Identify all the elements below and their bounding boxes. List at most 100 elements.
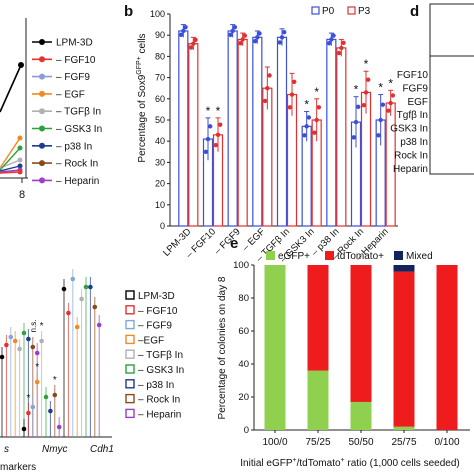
lb-dot-0-5 [21,330,27,336]
dot-b-0-3-0 [252,38,258,44]
panel-b-legend-label-0: P0 [322,6,335,17]
dot-b-1-7-2 [366,77,371,82]
legend-marker-2 [39,73,45,80]
panel-d-row-3: Tgfβ In [397,110,428,121]
panel-d-rows: FGF10 FGF9 EGF Tgfβ In GSK3 In p38 In Rock In H… [390,70,428,175]
bar-b-0-2 [227,30,238,227]
lb-dot-1-2 [30,404,36,410]
lb-dot-0-0 [0,354,5,360]
panel-b-letter: b [124,3,133,20]
panel-b-bars: * * * * * * * * [178,24,396,227]
lb-dot-1-6 [48,408,53,414]
lb-legend-swatch-1 [125,305,135,315]
sig-b-0-5: * [304,98,309,112]
legend-marker-4 [39,108,45,115]
panel-b-legend-swatch-1 [347,6,356,15]
lb-dot-2-0 [61,286,67,292]
dot-b-0-8-2 [380,102,386,107]
dot-b-1-3-0 [262,98,268,104]
panel-e-legend-label-0: eGFP+ [278,251,310,262]
panel-b: b Percentage of Sox9GFP+ cells 0 10 20 30 40… [124,3,398,265]
lb-dot-1-3 [34,379,40,385]
legend-label-7: – Rock In [56,159,98,170]
dot-b-1-0-0 [188,45,194,50]
lb-dot-1-8 [56,424,62,430]
legend-marker-6 [39,142,45,149]
line-heparin [0,169,21,173]
lb-dot-1-7 [52,392,58,398]
dot-b-0-1-0 [203,149,208,154]
line-lpm3d [0,64,22,113]
panel-e-ytick-label-1: 20 [238,392,249,403]
dot-b-0-3-1 [255,35,260,40]
bar-b-0-5 [301,125,312,227]
panel-e-ytick-label-0: 0 [244,425,249,436]
panel-b-ytick-label-10: 100 [150,9,165,19]
lb-dot-1-4 [39,338,44,344]
lb-legend-label-1: – FGF10 [138,306,178,317]
point-gsk3 [17,145,23,151]
dot-b-1-0-1 [191,41,196,46]
left-bottom-panel: * * * * s Nmyc Cdh1 markers n.s. LPM-3D – FG… [0,269,184,473]
lb-dot-0-6 [26,336,31,342]
bar-b-1-6 [336,47,347,227]
panel-e-axes: 0 20 40 60 80 100 [233,260,470,436]
bar-b-0-4 [276,36,288,227]
panel-d-row-1: FGF9 [402,83,428,94]
dot-b-0-1-1 [205,136,211,142]
dot-b-1-0-2 [193,37,198,43]
legend-label-0: LPM-3D [56,38,93,49]
dot-b-0-2-0 [228,32,233,37]
panel-e-legend-label-2: Mixed [406,251,433,262]
left-bottom-points: * * * * [0,269,102,437]
bar-e-1-2 [350,265,372,402]
dot-b-0-6-0 [326,41,332,46]
bar-b-0-3 [252,36,263,227]
legend-label-3: – EGF [56,89,85,100]
bar-b-0-0 [178,30,189,227]
lb-dot-0-3 [12,338,18,344]
lb-legend-swatch-4 [125,349,135,359]
lb-legend-swatch-8 [125,408,135,419]
lb-dot-0-1 [4,342,9,348]
dot-b-1-1-2 [218,122,223,127]
panel-b-ytick-label-8: 80 [155,51,165,61]
point-egf [17,135,23,141]
dot-b-1-3-1 [265,86,270,91]
lb-dot-1-5 [43,394,49,400]
left-bottom-legend: LPM-3D – FGF10 – FGF9 –EGF – TGFβ In – GSK3 I… [125,290,184,420]
lb-sig-7: * [53,375,57,386]
panel-e-ytick-label-2: 40 [238,359,249,370]
line-egf [0,137,21,169]
panel-b-ytick-label-6: 60 [155,94,165,104]
dot-b-1-2-0 [238,41,243,46]
dot-b-0-5-1 [304,124,309,129]
panel-e-xlabel-2: 50/50 [348,437,373,448]
panel-e-legend-swatch-2 [394,251,403,260]
left-top-panel: 8 LPM-3D – FGF10 – FGF9 – EGF – TGFβ In – GSK… [0,18,102,201]
lb-legend-label-8: – Heparin [138,409,181,420]
sig-b-0-7: * [354,83,359,97]
panel-b-ytick-label-5: 50 [155,115,165,125]
point-tgfb [17,157,23,163]
panel-b-legend-label-1: P3 [358,6,371,17]
bar-e-1-1 [307,265,329,371]
dot-b-0-5-0 [302,133,307,138]
dot-b-1-2-1 [240,37,245,42]
lb-legend-label-3: –EGF [138,335,164,346]
dot-b-0-4-1 [279,35,285,40]
panel-e-xlabel-1: 75/25 [305,437,330,448]
lb-legend-label-5: – GSK3 In [138,365,184,376]
dot-b-0-7-1 [353,119,359,125]
bar-e-0-2 [350,401,372,430]
point-lpm3d [18,62,24,68]
dot-b-1-4-1 [289,92,295,97]
legend-marker-0 [39,39,45,45]
legend-marker-3 [39,90,45,97]
line-p38 [0,165,21,172]
gene-label-nmyc: Nmyc [42,444,68,455]
lb-dot-1-0 [21,426,27,432]
lb-dot-2-5 [83,284,89,290]
panel-e-legend-label-1: tdTomato+ [337,251,384,262]
panel-b-legend: P0 P3 [311,6,371,17]
